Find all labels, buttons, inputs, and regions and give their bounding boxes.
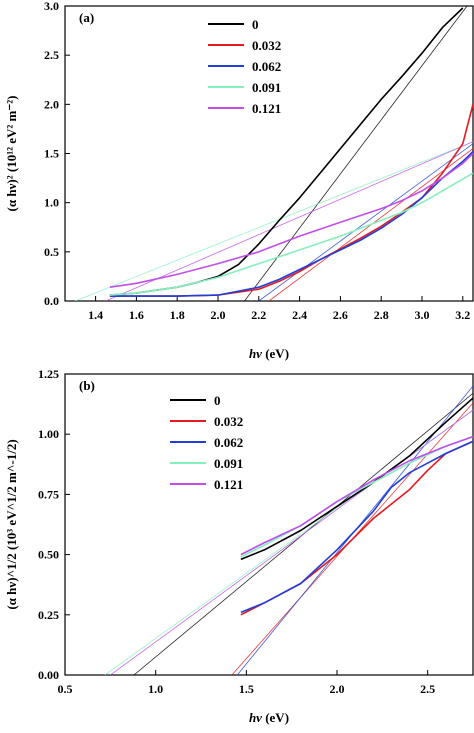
plot-frame bbox=[64, 373, 474, 676]
x-tick-label: 1.8 bbox=[170, 308, 185, 322]
series-line-0.062 bbox=[240, 440, 473, 614]
y-tick-label: 0.25 bbox=[38, 608, 59, 622]
y-tick-label: 0.75 bbox=[38, 487, 59, 501]
fit-line-4 bbox=[110, 409, 473, 675]
series-line-0.062 bbox=[109, 150, 473, 297]
legend-label: 0.062 bbox=[252, 59, 281, 74]
x-tick-label: 1.0 bbox=[148, 682, 163, 696]
x-tick-label: 1.6 bbox=[129, 308, 144, 322]
fit-line-3 bbox=[75, 141, 473, 301]
legend-label: 0.062 bbox=[214, 435, 243, 450]
panel-label: (a) bbox=[79, 10, 94, 25]
x-tick-label: 0.5 bbox=[58, 682, 73, 696]
y-axis-title: (α hν)² (10¹² eV² m⁻²) bbox=[4, 96, 19, 212]
y-tick-label: 1.00 bbox=[38, 427, 59, 441]
x-tick-label: 2.6 bbox=[333, 308, 348, 322]
x-axis-title: hν (eV) bbox=[249, 346, 289, 361]
fit-line-2 bbox=[258, 143, 473, 301]
chart-panel-a: 1.4 1.6 1.8 2.0 2.2 2.4 2.6 2.8 3.0 3.2 0.0 0.5 1.0 1… bbox=[4, 0, 474, 361]
x-tick-label: 3.2 bbox=[455, 308, 470, 322]
legend-label: 0.121 bbox=[214, 477, 243, 492]
x-tick-label: 2.8 bbox=[374, 308, 389, 322]
y-tick-label: 2.5 bbox=[44, 48, 59, 62]
y-tick-label: 2.0 bbox=[44, 97, 59, 111]
series-line-0.091 bbox=[109, 172, 473, 296]
fit-line-0 bbox=[244, 6, 468, 301]
y-tick-label: 0.0 bbox=[44, 294, 59, 308]
y-tick-label: 0.00 bbox=[38, 668, 59, 682]
x-tick-label: 2.0 bbox=[330, 682, 345, 696]
plot-area bbox=[75, 6, 473, 301]
y-tick-label: 3.0 bbox=[44, 0, 59, 13]
series-line-0.121 bbox=[109, 152, 473, 288]
x-tick-label: 1.5 bbox=[239, 682, 254, 696]
y-tick-label: 0.5 bbox=[44, 245, 59, 259]
legend-label: 0.091 bbox=[214, 456, 243, 471]
x-tick-label: 2.5 bbox=[420, 682, 435, 696]
x-tick-label: 2.2 bbox=[251, 308, 266, 322]
y-axis-title: (α hν)^1/2 (10³ eV^1/2 m^-1/2) bbox=[4, 439, 19, 609]
x-tick-label: 2.4 bbox=[292, 308, 307, 322]
series-line-0.091 bbox=[240, 435, 473, 558]
panel-label: (b) bbox=[79, 378, 95, 393]
fit-line-3 bbox=[104, 409, 473, 675]
legend-label: 0.032 bbox=[252, 38, 281, 53]
series-line-0 bbox=[109, 7, 464, 296]
fit-line-4 bbox=[105, 141, 473, 301]
series-line-0 bbox=[240, 397, 473, 561]
x-tick-label: 3.0 bbox=[415, 308, 430, 322]
x-tick-label: 2.0 bbox=[211, 308, 226, 322]
y-tick-label: 1.5 bbox=[44, 147, 59, 161]
x-axis-title: hν (eV) bbox=[249, 710, 289, 725]
legend-label: 0 bbox=[214, 393, 221, 408]
x-tick-label: 1.4 bbox=[88, 308, 103, 322]
y-tick-label: 1.25 bbox=[38, 367, 59, 381]
legend-label: 0.032 bbox=[214, 414, 243, 429]
plot-area bbox=[104, 385, 473, 675]
legend-label: 0.121 bbox=[252, 101, 281, 116]
legend-label: 0 bbox=[252, 17, 259, 32]
legend-label: 0.091 bbox=[252, 80, 281, 95]
y-tick-label: 0.50 bbox=[38, 548, 59, 562]
chart-panel-b: 0.5 1.0 1.5 2.0 2.5 0.00 0.25 0.50 0.75 1.00 1.25 0… bbox=[4, 367, 474, 725]
y-tick-label: 1.0 bbox=[44, 196, 59, 210]
series-line-0.121 bbox=[240, 435, 473, 556]
